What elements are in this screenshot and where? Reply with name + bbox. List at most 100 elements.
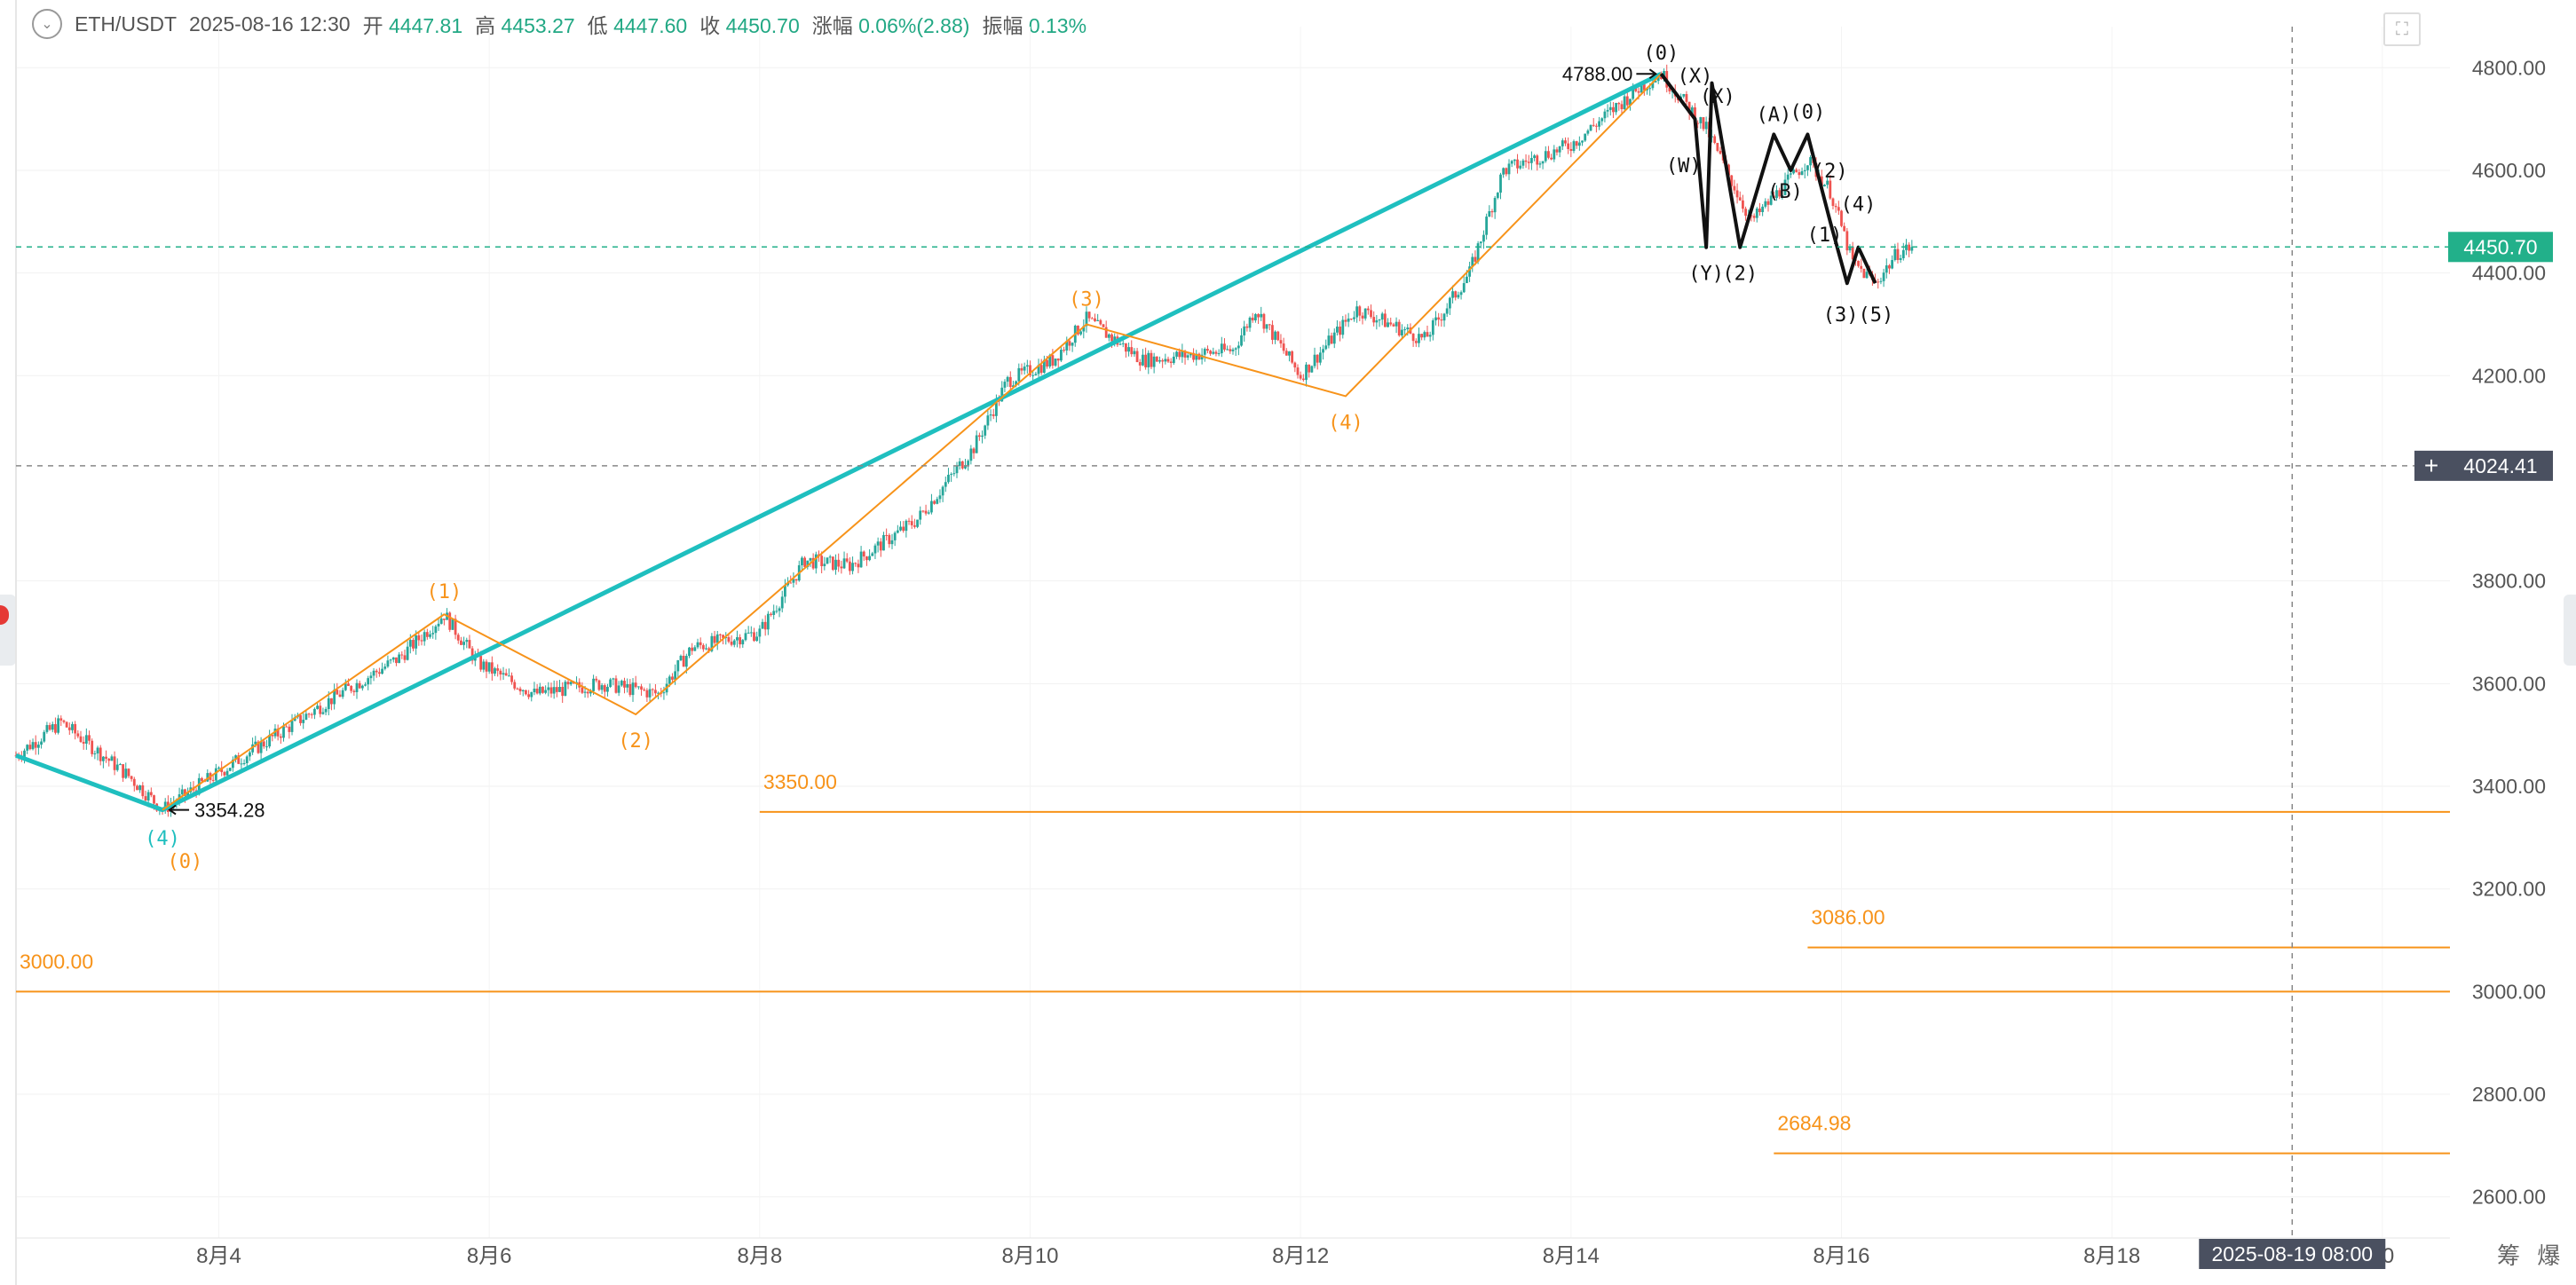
candle-body — [1598, 121, 1600, 127]
candle-body — [485, 661, 488, 672]
y-tick-label: 3800.00 — [2472, 570, 2546, 593]
chevron-down-icon[interactable]: ⌄ — [32, 9, 62, 39]
candle-body — [882, 534, 885, 551]
candle-body — [1834, 206, 1837, 208]
candle-body — [1826, 180, 1829, 185]
candle-body — [1615, 103, 1618, 113]
candle-body — [1786, 174, 1790, 180]
candle-body — [186, 792, 189, 796]
candle-body — [1332, 332, 1336, 344]
candle-body — [1648, 88, 1652, 90]
candle-body — [141, 785, 145, 797]
candle-body — [907, 520, 911, 522]
candle-body — [848, 561, 851, 572]
candle-body — [614, 678, 618, 693]
candle-body — [257, 741, 260, 753]
candle-body — [1809, 157, 1812, 166]
candle-body — [595, 678, 598, 681]
symbol-label[interactable]: ETH/USDT — [75, 12, 177, 35]
candle-body — [713, 635, 716, 643]
candle-body — [225, 770, 229, 776]
candle-body — [1288, 351, 1291, 356]
candle-body — [1910, 247, 1914, 251]
candle-body — [1003, 382, 1007, 388]
candle-body — [679, 655, 683, 661]
candle-body — [952, 473, 956, 475]
candle-body — [265, 746, 268, 748]
candle-body — [1783, 179, 1787, 195]
x-tick-label: 8月12 — [1272, 1244, 1329, 1268]
candle-body — [1829, 180, 1832, 199]
y-tick-label: 3000.00 — [2472, 980, 2546, 1003]
candle-body — [45, 725, 49, 732]
candle-body — [1006, 376, 1009, 382]
candle-body — [1313, 354, 1316, 367]
candle-body — [631, 682, 635, 696]
candle-body — [383, 666, 387, 669]
candle-body — [1085, 311, 1088, 327]
candle-body — [955, 466, 959, 474]
candle-body — [360, 685, 364, 689]
candle-body — [1282, 343, 1285, 351]
candle-body — [40, 741, 43, 745]
candle-body — [1466, 276, 1468, 284]
candle-body — [688, 647, 691, 657]
candle-body — [1383, 313, 1387, 327]
corner-tools[interactable]: 筹 爆 — [2497, 1242, 2566, 1269]
wave-label: (Y) — [1688, 264, 1724, 286]
candle-body — [1493, 198, 1497, 213]
candle-body — [995, 398, 998, 416]
candle-body — [902, 526, 905, 532]
candle-body — [525, 690, 527, 695]
candle-body — [1496, 193, 1499, 199]
candle-body — [527, 694, 530, 698]
candle-body — [1569, 148, 1573, 152]
candle-body — [1166, 359, 1170, 362]
candle-body — [1366, 308, 1370, 311]
candle-body — [1023, 367, 1026, 371]
right-panel-handle[interactable] — [2564, 595, 2576, 666]
candle-body — [327, 698, 330, 709]
candle-body — [79, 736, 83, 743]
candle-body — [727, 637, 731, 642]
candle-body — [288, 726, 291, 732]
left-panel-handle[interactable] — [0, 595, 16, 666]
candle-body — [439, 619, 443, 624]
x-tick-label: 8月10 — [1001, 1244, 1058, 1268]
candle-body — [724, 637, 728, 639]
candle-body — [386, 660, 390, 667]
candle-body — [859, 551, 863, 568]
candle-body — [1138, 362, 1142, 366]
y-tick-label: 3200.00 — [2472, 878, 2546, 901]
candle-body — [1099, 319, 1102, 325]
candle-body — [91, 740, 94, 754]
candle-body — [1155, 356, 1158, 362]
candle-body — [1758, 209, 1761, 212]
candle-body — [569, 682, 573, 685]
candle-body — [1363, 308, 1367, 319]
candle-body — [502, 673, 505, 675]
candle-body — [1476, 243, 1480, 262]
chart-header: ⌄ ETH/USDT 2025-08-16 12:30 开 4447.81 高 … — [32, 9, 1087, 39]
candle-body — [51, 724, 54, 730]
candle-body — [1380, 313, 1384, 320]
candle-body — [1214, 351, 1218, 354]
candle-body — [1851, 246, 1854, 260]
candle-body — [1445, 308, 1449, 314]
candle-body — [1378, 319, 1381, 321]
candle-body — [722, 635, 724, 638]
candle-body — [600, 685, 604, 690]
candle-body — [1389, 322, 1393, 325]
fullscreen-button[interactable]: ⛶ — [2383, 12, 2421, 46]
candle-body — [1403, 329, 1406, 331]
candle-body — [758, 628, 762, 637]
candle-body — [1823, 185, 1826, 187]
wave-label: (X) — [1700, 86, 1735, 108]
candle-body — [1837, 207, 1840, 211]
candle-body — [400, 654, 404, 656]
candle-body — [425, 632, 429, 637]
wave-label: (3)(5) — [1823, 304, 1893, 327]
candle-body — [989, 414, 992, 416]
candle-body — [1079, 331, 1083, 335]
